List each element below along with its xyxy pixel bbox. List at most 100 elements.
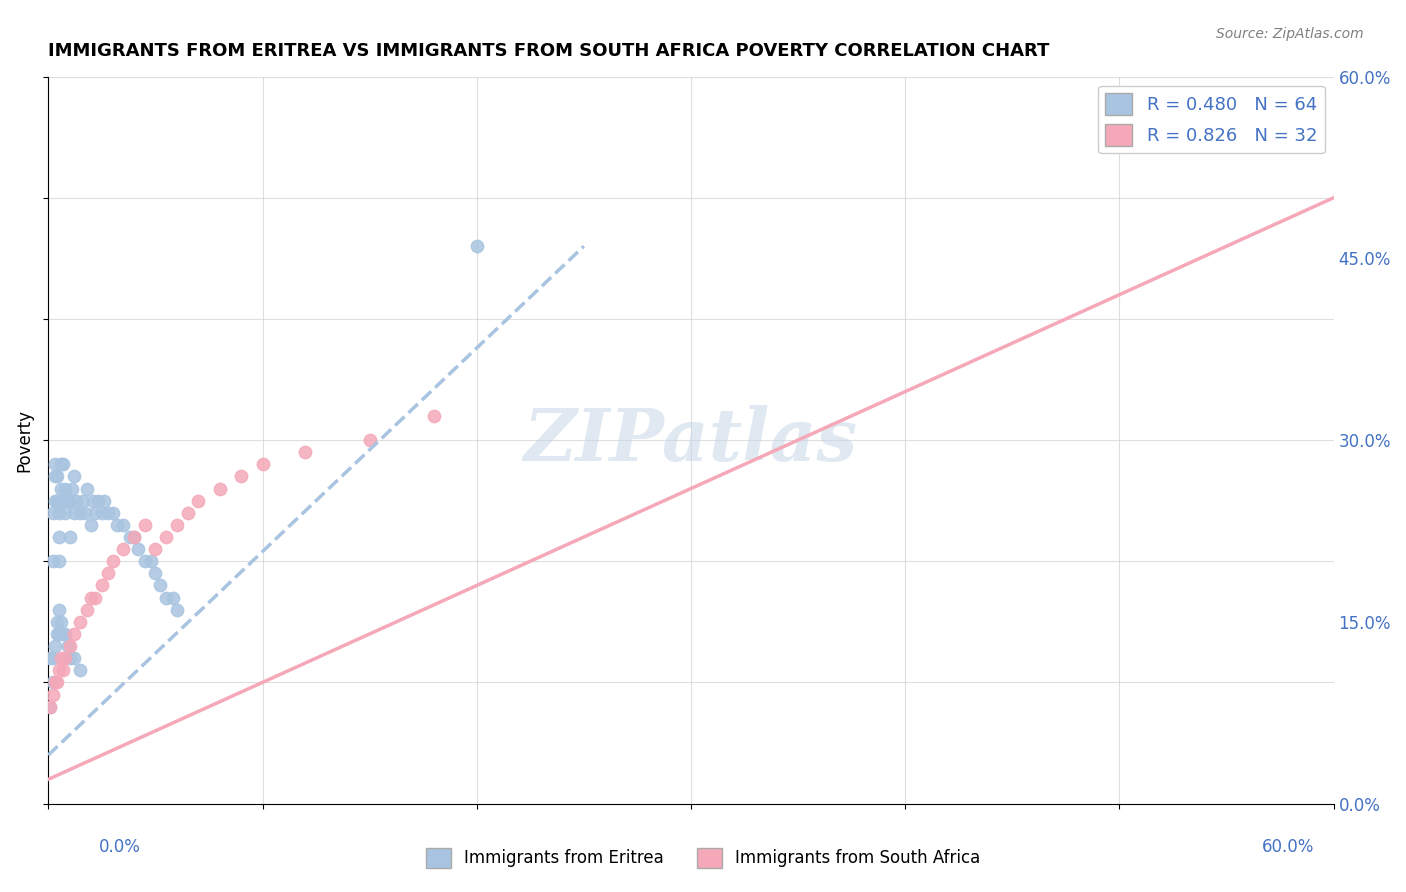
Point — [423, 409, 446, 423]
Point — [112, 542, 135, 557]
Point — [187, 493, 209, 508]
Point — [41, 554, 63, 568]
Point — [122, 530, 145, 544]
Point — [59, 651, 82, 665]
Point — [45, 675, 67, 690]
Point — [72, 493, 94, 508]
Point — [101, 554, 124, 568]
Point — [359, 433, 381, 447]
Point — [63, 627, 86, 641]
Point — [134, 554, 156, 568]
Point — [48, 554, 70, 568]
Point — [45, 469, 67, 483]
Point — [49, 651, 72, 665]
Point — [84, 506, 107, 520]
Point — [134, 517, 156, 532]
Legend: R = 0.480   N = 64, R = 0.826   N = 32: R = 0.480 N = 64, R = 0.826 N = 32 — [1098, 86, 1324, 153]
Point — [63, 651, 86, 665]
Point — [63, 469, 86, 483]
Point — [44, 639, 66, 653]
Point — [80, 517, 103, 532]
Point — [76, 482, 98, 496]
Point — [41, 688, 63, 702]
Point — [145, 566, 167, 581]
Point — [59, 639, 82, 653]
Point — [80, 591, 103, 605]
Point — [93, 493, 115, 508]
Point — [59, 493, 82, 508]
Point — [162, 591, 184, 605]
Point — [76, 603, 98, 617]
Point — [208, 482, 231, 496]
Point — [69, 506, 91, 520]
Point — [49, 458, 72, 472]
Point — [155, 530, 177, 544]
Text: 0.0%: 0.0% — [98, 838, 141, 855]
Point — [90, 578, 112, 592]
Point — [59, 530, 82, 544]
Point — [465, 239, 488, 253]
Point — [48, 530, 70, 544]
Point — [39, 651, 62, 665]
Text: Source: ZipAtlas.com: Source: ZipAtlas.com — [1216, 27, 1364, 41]
Point — [55, 506, 77, 520]
Point — [101, 506, 124, 520]
Point — [112, 517, 135, 532]
Point — [41, 651, 63, 665]
Point — [294, 445, 316, 459]
Point — [41, 506, 63, 520]
Point — [45, 627, 67, 641]
Point — [176, 506, 198, 520]
Point — [86, 493, 108, 508]
Point — [252, 458, 274, 472]
Point — [44, 493, 66, 508]
Point — [122, 530, 145, 544]
Point — [56, 493, 79, 508]
Point — [166, 603, 188, 617]
Point — [105, 517, 128, 532]
Point — [84, 591, 107, 605]
Point — [97, 566, 120, 581]
Text: ZIPatlas: ZIPatlas — [524, 405, 858, 475]
Point — [127, 542, 149, 557]
Point — [52, 627, 75, 641]
Point — [97, 506, 120, 520]
Point — [69, 615, 91, 629]
Point — [52, 493, 75, 508]
Point — [45, 493, 67, 508]
Point — [52, 458, 75, 472]
Point — [63, 506, 86, 520]
Point — [45, 615, 67, 629]
Point — [229, 469, 252, 483]
Point — [90, 506, 112, 520]
Point — [73, 506, 96, 520]
Point — [52, 663, 75, 677]
Y-axis label: Poverty: Poverty — [15, 409, 32, 472]
Point — [55, 482, 77, 496]
Point — [145, 542, 167, 557]
Point — [60, 482, 83, 496]
Point — [166, 517, 188, 532]
Point — [49, 482, 72, 496]
Point — [49, 615, 72, 629]
Legend: Immigrants from Eritrea, Immigrants from South Africa: Immigrants from Eritrea, Immigrants from… — [419, 841, 987, 875]
Point — [48, 603, 70, 617]
Point — [55, 651, 77, 665]
Point — [48, 506, 70, 520]
Point — [48, 663, 70, 677]
Point — [55, 627, 77, 641]
Point — [39, 699, 62, 714]
Point — [1108, 130, 1130, 145]
Point — [56, 639, 79, 653]
Point — [48, 627, 70, 641]
Text: IMMIGRANTS FROM ERITREA VS IMMIGRANTS FROM SOUTH AFRICA POVERTY CORRELATION CHAR: IMMIGRANTS FROM ERITREA VS IMMIGRANTS FR… — [48, 42, 1050, 60]
Point — [41, 675, 63, 690]
Point — [69, 663, 91, 677]
Point — [149, 578, 172, 592]
Point — [44, 675, 66, 690]
Point — [39, 699, 62, 714]
Point — [44, 469, 66, 483]
Point — [155, 591, 177, 605]
Point — [139, 554, 162, 568]
Point — [82, 493, 104, 508]
